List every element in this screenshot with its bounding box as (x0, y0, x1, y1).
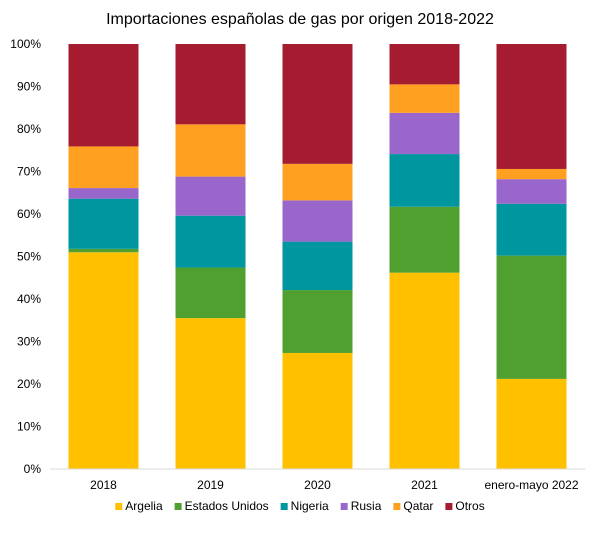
bar-segment (68, 252, 139, 469)
legend-label: Argelia (125, 499, 163, 513)
bar-segment (68, 188, 139, 199)
y-tick-label: 10% (17, 420, 41, 434)
bar-segment (68, 44, 139, 147)
legend-item: Otros (445, 499, 485, 513)
y-tick-label: 60% (17, 207, 41, 221)
bar-segment (282, 290, 353, 353)
bar-segment (282, 200, 353, 242)
legend-swatch (280, 503, 288, 510)
legend-label: Nigeria (291, 499, 329, 513)
y-tick-label: 50% (17, 250, 41, 264)
bar-segment (496, 255, 567, 379)
bar-segment (496, 378, 567, 469)
x-tick-label: 2020 (304, 478, 331, 492)
legend-label: Qatar (403, 499, 433, 513)
bar-segment (389, 44, 460, 85)
bar-segment (175, 176, 246, 216)
x-tick-label: 2018 (90, 478, 117, 492)
bar-segment (496, 179, 567, 204)
y-tick-label: 40% (17, 292, 41, 306)
legend: Argelia Estados Unidos Nigeria Rusia Qatar Ot… (115, 499, 485, 513)
legend-swatch (174, 503, 182, 510)
bar-segment (282, 44, 353, 164)
bar-segment (175, 44, 246, 125)
x-tick-label: 2019 (197, 478, 224, 492)
legend-item: Qatar (393, 499, 433, 513)
legend-label: Rusia (351, 499, 382, 513)
bar-segment (496, 168, 567, 180)
y-tick-label: 90% (17, 80, 41, 94)
bar-segment (68, 248, 139, 253)
bar-segment (389, 84, 460, 113)
bar-segment (282, 241, 353, 291)
legend-swatch (445, 503, 453, 510)
y-tick-label: 100% (10, 37, 41, 51)
bar-segment (496, 203, 567, 256)
bar-segment (68, 146, 139, 189)
bar-segment (389, 206, 460, 273)
bar-segment (282, 352, 353, 469)
x-tick-label: 2021 (411, 478, 438, 492)
bar-segment (175, 318, 246, 469)
legend-item: Rusia (340, 499, 382, 513)
y-tick-label: 80% (17, 122, 41, 136)
legend-label: Estados Unidos (185, 499, 269, 513)
legend-item: Nigeria (280, 499, 329, 513)
y-axis: 0% 10% 20% 30% 40% 50% 60% 70% 80% 90% 100% (10, 37, 41, 476)
bar-segment (389, 154, 460, 207)
bar-segment (68, 198, 139, 249)
chart-title: Importaciones españolas de gas por orige… (106, 11, 494, 28)
legend-swatch (340, 503, 348, 510)
bar-segment (175, 215, 246, 268)
y-tick-label: 0% (24, 462, 42, 476)
bar-segment (175, 267, 246, 319)
bar-segment (496, 44, 567, 169)
bars-group (68, 44, 567, 469)
legend-swatch (393, 503, 401, 510)
bar-segment (389, 112, 460, 155)
legend-swatch (115, 503, 123, 510)
x-tick-label: enero-mayo 2022 (484, 478, 578, 492)
y-tick-label: 20% (17, 377, 41, 391)
x-axis: 2018 2019 2020 2021 enero-mayo 2022 (90, 478, 579, 492)
y-tick-label: 30% (17, 335, 41, 349)
y-tick-label: 70% (17, 165, 41, 179)
legend-item: Argelia (115, 499, 163, 513)
legend-label: Otros (455, 499, 484, 513)
legend-item: Estados Unidos (174, 499, 269, 513)
bar-segment (389, 272, 460, 469)
bar-segment (175, 124, 246, 177)
bar-segment (282, 163, 353, 201)
